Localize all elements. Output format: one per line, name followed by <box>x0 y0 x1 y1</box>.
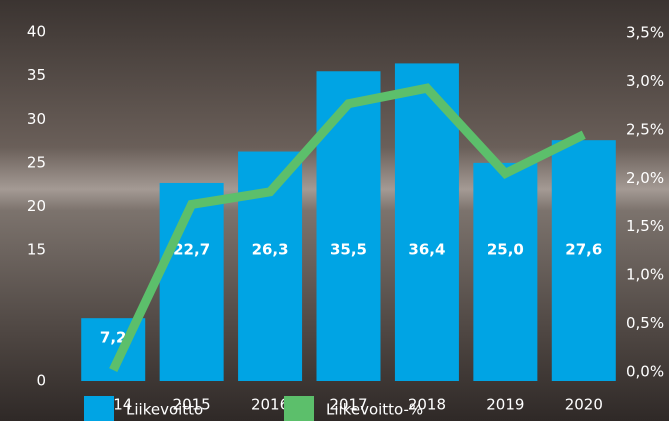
legend-swatch <box>84 396 114 421</box>
y2-tick-label: 2,0% <box>626 169 664 187</box>
y2-tick-label: 2,5% <box>626 120 664 138</box>
y2-tick-label: 1,0% <box>626 266 664 284</box>
bar <box>473 163 537 381</box>
y2-tick-label: 1,5% <box>626 217 664 235</box>
y2-tick-label: 3,5% <box>626 24 664 42</box>
x-tick-label: 2020 <box>565 396 603 414</box>
y2-tick-label: 3,0% <box>626 72 664 90</box>
y-tick-label: 30 <box>27 110 46 128</box>
y2-tick-label: 0,5% <box>626 314 664 332</box>
x-tick-label: 2016 <box>251 396 289 414</box>
bar <box>317 71 381 381</box>
value-label: 36,4 <box>408 241 445 259</box>
value-label: 26,3 <box>252 241 289 259</box>
chart: 0 15 20 25 30 35 40 0,0% 0,5% 1,0% 1,5% 2,0% 2,5% 3,0… <box>0 0 669 421</box>
y-tick-label: 0 <box>36 372 46 390</box>
value-label: 25,0 <box>487 241 524 259</box>
legend-swatch <box>284 396 314 421</box>
y2-tick-label: 0,0% <box>626 363 664 381</box>
y-tick-label: 35 <box>27 66 46 84</box>
value-label: 22,7 <box>173 241 210 259</box>
bar <box>552 140 616 381</box>
y-tick-label: 20 <box>27 197 46 215</box>
value-label: 27,6 <box>565 241 602 259</box>
x-tick-label: 2019 <box>486 396 524 414</box>
y-tick-label: 25 <box>27 153 46 171</box>
y-tick-label: 15 <box>27 241 46 259</box>
legend-label: Liikevoitto-% <box>326 401 423 419</box>
value-label: 35,5 <box>330 241 367 259</box>
page: {"chart_data": {"type": "bar_line", "cat… <box>0 0 669 421</box>
legend-label: Liikevoitto <box>126 401 203 419</box>
y-tick-label: 40 <box>27 23 46 41</box>
